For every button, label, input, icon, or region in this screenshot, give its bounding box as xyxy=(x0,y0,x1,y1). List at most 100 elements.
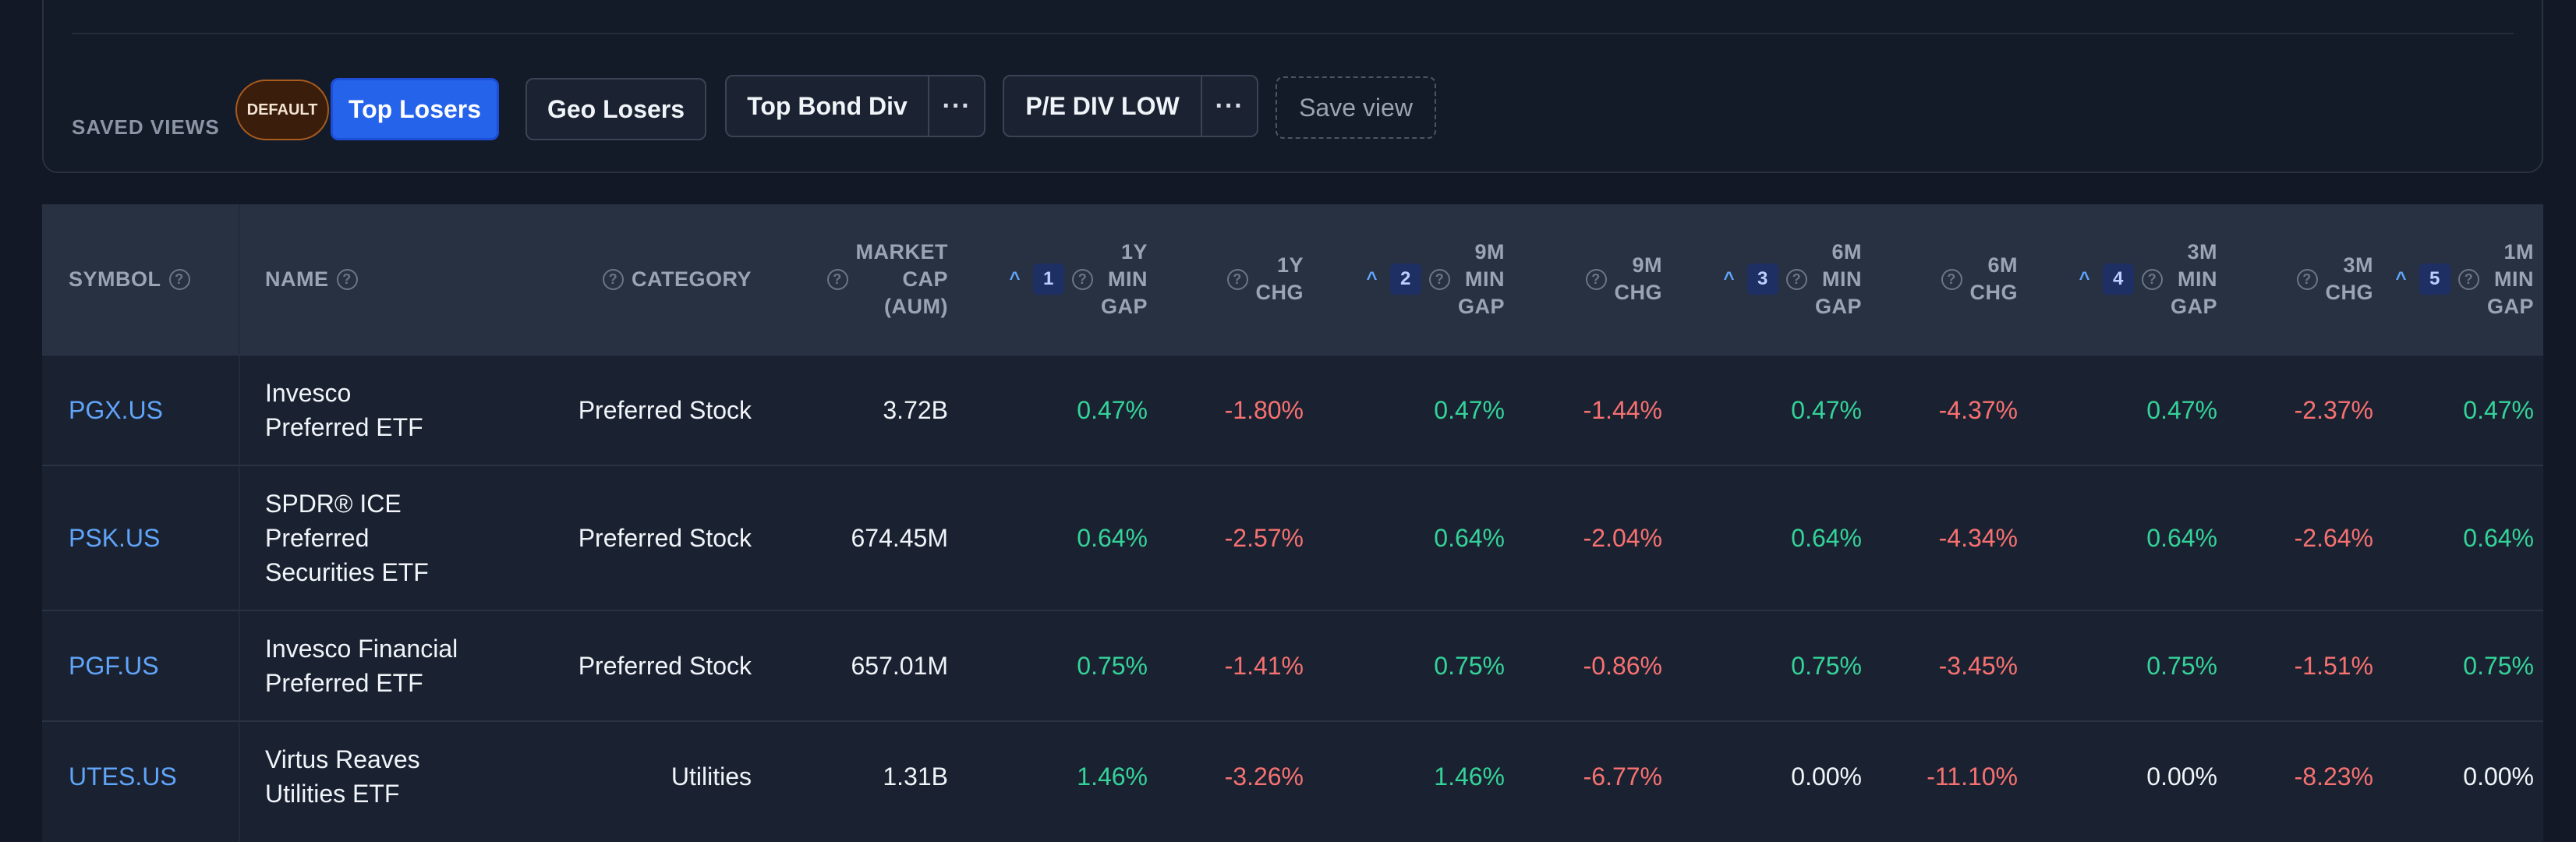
symbol-link[interactable]: PGX.US xyxy=(69,395,163,424)
category-cell: Utilities xyxy=(671,762,752,791)
table-header: SYMBOL ? NAME ? ? CATEGORY ? MARKET CAP (A… xyxy=(42,204,2543,354)
col-header-1m-min-gap[interactable]: ^ 5 ? 1M MIN GAP xyxy=(2395,239,2534,318)
sort-asc-icon: ^ xyxy=(1009,268,1021,289)
view-top-bond-div-button[interactable]: Top Bond Div xyxy=(725,75,929,137)
category-cell: Preferred Stock xyxy=(578,651,752,680)
category-cell: Preferred Stock xyxy=(578,523,752,552)
metric-cell: 0.47% xyxy=(1077,395,1148,424)
help-icon[interactable]: ? xyxy=(1428,268,1450,290)
metric-cell: 0.64% xyxy=(1077,523,1148,552)
metric-cell: 0.75% xyxy=(2463,651,2534,680)
col-header-1y-chg[interactable]: ? 1Y CHG xyxy=(1165,204,1304,354)
sort-order-badge: 3 xyxy=(1746,264,1778,295)
fund-name: Invesco Preferred ETF xyxy=(265,379,423,441)
view-top-losers-button[interactable]: Top Losers xyxy=(331,78,499,140)
metric-cell: -2.37% xyxy=(2294,395,2373,424)
fund-name: Virtus Reaves Utilities ETF xyxy=(265,745,420,808)
col-header-6m-chg[interactable]: ? 6M CHG xyxy=(1879,204,2018,354)
col-header-3m-min-gap[interactable]: ^ 4 ? 3M MIN GAP xyxy=(2079,239,2217,318)
category-cell: Preferred Stock xyxy=(578,395,752,424)
help-icon[interactable]: ? xyxy=(1785,268,1807,290)
view-pe-div-low-button[interactable]: P/E DIV LOW xyxy=(1003,75,1202,137)
metric-cell: -1.80% xyxy=(1224,395,1304,424)
col-header-3m-chg[interactable]: ? 3M CHG xyxy=(2235,204,2373,354)
sort-order-badge: 5 xyxy=(2419,264,2450,295)
market-cap-cell: 3.72B xyxy=(883,395,948,424)
metric-cell: -0.86% xyxy=(1583,651,1662,680)
metric-cell: 1.46% xyxy=(1434,762,1505,791)
saved-views-label: SAVED VIEWS xyxy=(72,115,220,139)
view-geo-losers-button[interactable]: Geo Losers xyxy=(525,78,706,140)
table-row[interactable]: UTES.US Virtus Reaves Utilities ETF Utiliti… xyxy=(42,720,2543,831)
metric-cell: -1.44% xyxy=(1583,395,1662,424)
view-pe-div-low-more-button[interactable]: ··· xyxy=(1201,75,1258,137)
help-icon[interactable]: ? xyxy=(2296,268,2318,290)
help-icon[interactable]: ? xyxy=(2457,268,2479,290)
metric-cell: 0.00% xyxy=(1791,762,1862,791)
metric-cell: -2.04% xyxy=(1583,523,1662,552)
save-view-button[interactable]: Save view xyxy=(1276,76,1436,139)
sort-asc-icon: ^ xyxy=(2395,268,2407,289)
metric-cell: -4.34% xyxy=(1938,523,2018,552)
metric-cell: -4.37% xyxy=(1938,395,2018,424)
col-header-market-cap[interactable]: ? MARKET CAP (AUM) xyxy=(775,204,948,354)
metric-cell: 0.00% xyxy=(2463,762,2534,791)
metric-cell: -8.23% xyxy=(2294,762,2373,791)
help-icon[interactable]: ? xyxy=(826,268,848,290)
table-row[interactable]: PGX.US Invesco Preferred ETF Preferred Stoc… xyxy=(42,354,2543,465)
help-icon[interactable]: ? xyxy=(1071,268,1093,290)
col-header-9m-min-gap[interactable]: ^ 2 ? 9M MIN GAP xyxy=(1366,239,1505,318)
view-top-bond-div-more-button[interactable]: ··· xyxy=(928,75,985,137)
sort-asc-icon: ^ xyxy=(1723,268,1735,289)
symbol-link[interactable]: UTES.US xyxy=(69,762,177,791)
table-row[interactable]: PSK.US SPDR® ICE Preferred Securities ETF Pr… xyxy=(42,465,2543,610)
metric-cell: 0.75% xyxy=(1791,651,1862,680)
sort-asc-icon: ^ xyxy=(1366,268,1378,289)
saved-views-panel: SAVED VIEWS DEFAULT Top Losers Geo Loser… xyxy=(42,0,2543,173)
metric-cell: 0.47% xyxy=(1434,395,1505,424)
help-icon[interactable]: ? xyxy=(336,268,358,290)
sort-order-badge: 2 xyxy=(1389,264,1421,295)
col-header-6m-min-gap[interactable]: ^ 3 ? 6M MIN GAP xyxy=(1723,239,1862,318)
col-header-symbol[interactable]: SYMBOL ? xyxy=(69,204,225,354)
metric-cell: -11.10% xyxy=(1927,762,2018,791)
help-icon[interactable]: ? xyxy=(1941,268,1962,290)
metric-cell: -1.51% xyxy=(2294,651,2373,680)
default-badge: DEFAULT xyxy=(235,80,329,140)
table-row[interactable]: PGF.US Invesco Financial Preferred ETF Pref… xyxy=(42,610,2543,720)
col-header-category[interactable]: ? CATEGORY xyxy=(549,204,752,354)
help-icon[interactable]: ? xyxy=(1585,268,1607,290)
market-cap-cell: 657.01M xyxy=(851,651,948,680)
more-icon: ··· xyxy=(1215,90,1244,121)
help-icon[interactable]: ? xyxy=(602,268,624,290)
metric-cell: 1.46% xyxy=(1077,762,1148,791)
metric-cell: 0.75% xyxy=(1434,651,1505,680)
fund-name: SPDR® ICE Preferred Securities ETF xyxy=(265,490,429,586)
metric-cell: -2.64% xyxy=(2294,523,2373,552)
metric-cell: -2.57% xyxy=(1224,523,1304,552)
metric-cell: 0.47% xyxy=(1791,395,1862,424)
col-header-name[interactable]: NAME ? xyxy=(265,204,421,354)
symbol-column-divider xyxy=(239,204,240,842)
fund-name: Invesco Financial Preferred ETF xyxy=(265,635,458,697)
metric-cell: 0.75% xyxy=(1077,651,1148,680)
col-header-9m-chg[interactable]: ? 9M CHG xyxy=(1523,204,1662,354)
metric-cell: -6.77% xyxy=(1583,762,1662,791)
metric-cell: 0.64% xyxy=(1434,523,1505,552)
sort-order-badge: 4 xyxy=(2102,264,2134,295)
metric-cell: 0.47% xyxy=(2146,395,2217,424)
sort-order-badge: 1 xyxy=(1032,264,1064,295)
help-icon[interactable]: ? xyxy=(168,268,190,290)
metric-cell: -3.45% xyxy=(1938,651,2018,680)
screener-table: SYMBOL ? NAME ? ? CATEGORY ? MARKET CAP (A… xyxy=(42,204,2543,842)
more-icon: ··· xyxy=(942,90,971,121)
help-icon[interactable]: ? xyxy=(1226,268,1248,290)
panel-divider xyxy=(72,33,2514,34)
symbol-link[interactable]: PSK.US xyxy=(69,523,161,552)
help-icon[interactable]: ? xyxy=(2141,268,2163,290)
market-cap-cell: 1.31B xyxy=(883,762,948,791)
col-header-1y-min-gap[interactable]: ^ 1 ? 1Y MIN GAP xyxy=(1009,239,1148,318)
symbol-link[interactable]: PGF.US xyxy=(69,651,159,680)
metric-cell: -3.26% xyxy=(1224,762,1304,791)
metric-cell: 0.00% xyxy=(2146,762,2217,791)
